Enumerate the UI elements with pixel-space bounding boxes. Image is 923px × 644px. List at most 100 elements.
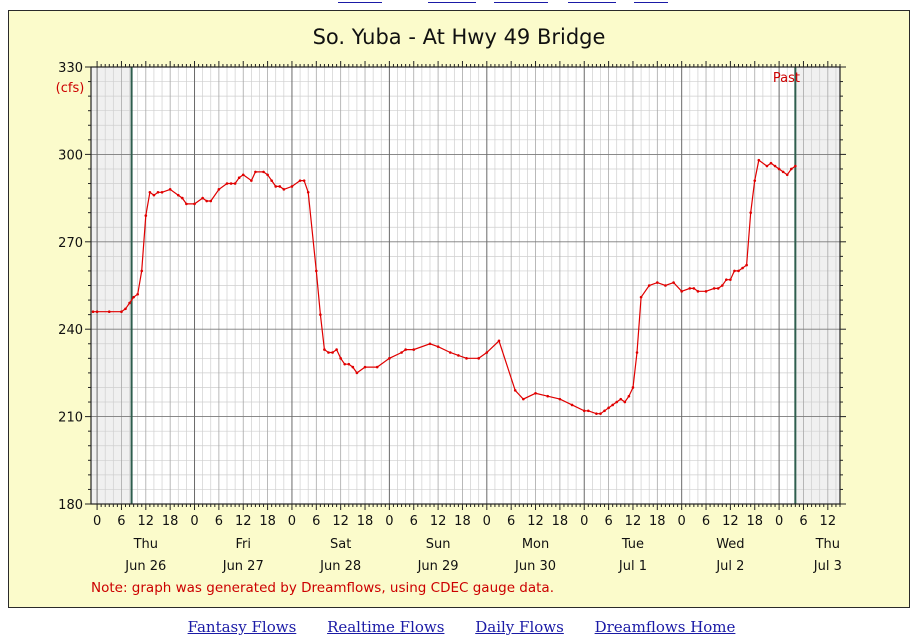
flow-data-point <box>712 287 716 290</box>
flow-data-point <box>241 173 245 177</box>
x-day-name-label: Sun <box>426 537 451 552</box>
flow-data-point <box>132 295 135 299</box>
flow-data-point <box>148 190 152 194</box>
flow-data-point <box>582 409 586 413</box>
flow-data-point <box>497 339 501 343</box>
x-hour-label: 12 <box>625 514 642 529</box>
flow-data-point <box>794 164 797 168</box>
y-tick-label: 270 <box>58 236 83 251</box>
flow-data-point <box>733 269 736 273</box>
fantasy-flows-link[interactable]: Fantasy Flows <box>187 618 297 636</box>
flow-data-point <box>672 281 675 284</box>
flow-data-point <box>168 188 172 191</box>
flow-data-point <box>124 307 127 311</box>
x-hour-label: 6 <box>312 514 320 529</box>
flow-data-point <box>306 190 310 194</box>
flow-data-point <box>623 400 627 404</box>
flow-data-point <box>611 403 614 407</box>
flow-data-point <box>607 406 610 410</box>
flow-data-point <box>302 179 306 182</box>
flow-data-point <box>457 354 460 357</box>
flow-data-point <box>428 342 432 346</box>
x-hour-label: 6 <box>410 514 418 529</box>
flow-data-point <box>250 179 253 182</box>
y-tick-label: 330 <box>58 61 83 76</box>
flow-data-point <box>140 269 144 273</box>
flow-data-point <box>347 362 351 366</box>
flow-data-point <box>237 176 241 180</box>
flow-data-point <box>729 278 732 281</box>
x-date-label: Jul 1 <box>618 559 647 574</box>
x-day-name-label: Wed <box>716 537 744 552</box>
flow-data-point <box>335 348 338 351</box>
realtime-flows-link[interactable]: Realtime Flows <box>327 618 445 636</box>
x-day-name-label: Sat <box>330 537 351 552</box>
x-hour-label: 12 <box>138 514 155 529</box>
flow-data-point <box>185 202 188 206</box>
flow-data-point <box>436 345 440 348</box>
x-date-label: Jul 2 <box>715 559 744 574</box>
flow-data-point <box>270 179 273 182</box>
flow-data-point <box>785 173 789 177</box>
flow-data-point <box>193 202 196 206</box>
flow-data-point <box>546 394 550 398</box>
x-hour-label: 18 <box>259 514 276 529</box>
flow-data-point <box>339 357 342 360</box>
flow-data-point <box>351 365 355 369</box>
flow-data-point <box>704 290 708 293</box>
x-hour-label: 18 <box>454 514 471 529</box>
flow-data-point <box>789 167 793 171</box>
x-date-label: Jun 29 <box>417 559 459 574</box>
x-day-name-label: Thu <box>133 537 158 552</box>
y-tick-label: 180 <box>58 498 83 513</box>
clipped-top-links <box>0 0 923 4</box>
flow-data-point <box>720 284 724 287</box>
flow-data-point <box>513 389 517 392</box>
flow-data-point <box>290 185 294 188</box>
flow-data-point <box>375 365 379 369</box>
x-day-name-label: Thu <box>815 537 840 552</box>
flow-data-point <box>205 199 208 203</box>
x-hour-label: 18 <box>552 514 569 529</box>
flow-data-point <box>603 409 606 413</box>
x-hour-label: 6 <box>215 514 223 529</box>
flow-data-point <box>144 214 148 217</box>
flow-data-point <box>388 357 391 360</box>
daily-flows-link[interactable]: Daily Flows <box>475 618 564 636</box>
chart-title: So. Yuba - At Hwy 49 Bridge <box>313 25 606 49</box>
flow-data-point <box>156 190 160 194</box>
flow-data-point <box>680 290 683 293</box>
flow-data-point <box>570 403 574 407</box>
flow-data-point <box>91 310 95 314</box>
flow-data-point <box>587 409 590 413</box>
flow-data-point <box>631 386 635 389</box>
x-hour-label: 6 <box>604 514 612 529</box>
flow-data-point <box>656 281 659 284</box>
flow-data-point <box>647 284 651 287</box>
flow-data-point <box>749 211 752 214</box>
y-tick-label: 210 <box>58 411 83 426</box>
flow-data-point <box>619 397 623 401</box>
flow-data-point <box>319 313 322 316</box>
flow-data-point <box>765 164 769 168</box>
flow-data-point <box>777 167 781 171</box>
flow-data-point <box>181 196 184 200</box>
y-tick-label: 300 <box>58 148 83 163</box>
x-hour-label: 6 <box>117 514 125 529</box>
x-day-name-label: Tue <box>621 537 644 552</box>
flow-data-point <box>688 287 692 290</box>
flow-data-point <box>201 196 204 200</box>
x-hour-label: 0 <box>775 514 783 529</box>
x-hour-label: 0 <box>580 514 588 529</box>
x-date-label: Jun 26 <box>124 559 166 574</box>
flow-data-point <box>355 371 359 375</box>
flow-data-point <box>639 295 643 299</box>
x-hour-label: 18 <box>746 514 763 529</box>
flow-data-point <box>120 310 123 314</box>
source-note: Note: graph was generated by Dreamflows,… <box>91 580 554 596</box>
flow-data-point <box>152 193 156 197</box>
x-day-name-label: Mon <box>522 537 549 552</box>
flow-data-point <box>327 351 330 354</box>
x-hour-label: 6 <box>507 514 515 529</box>
dreamflows-home-link[interactable]: Dreamflows Home <box>594 618 736 636</box>
